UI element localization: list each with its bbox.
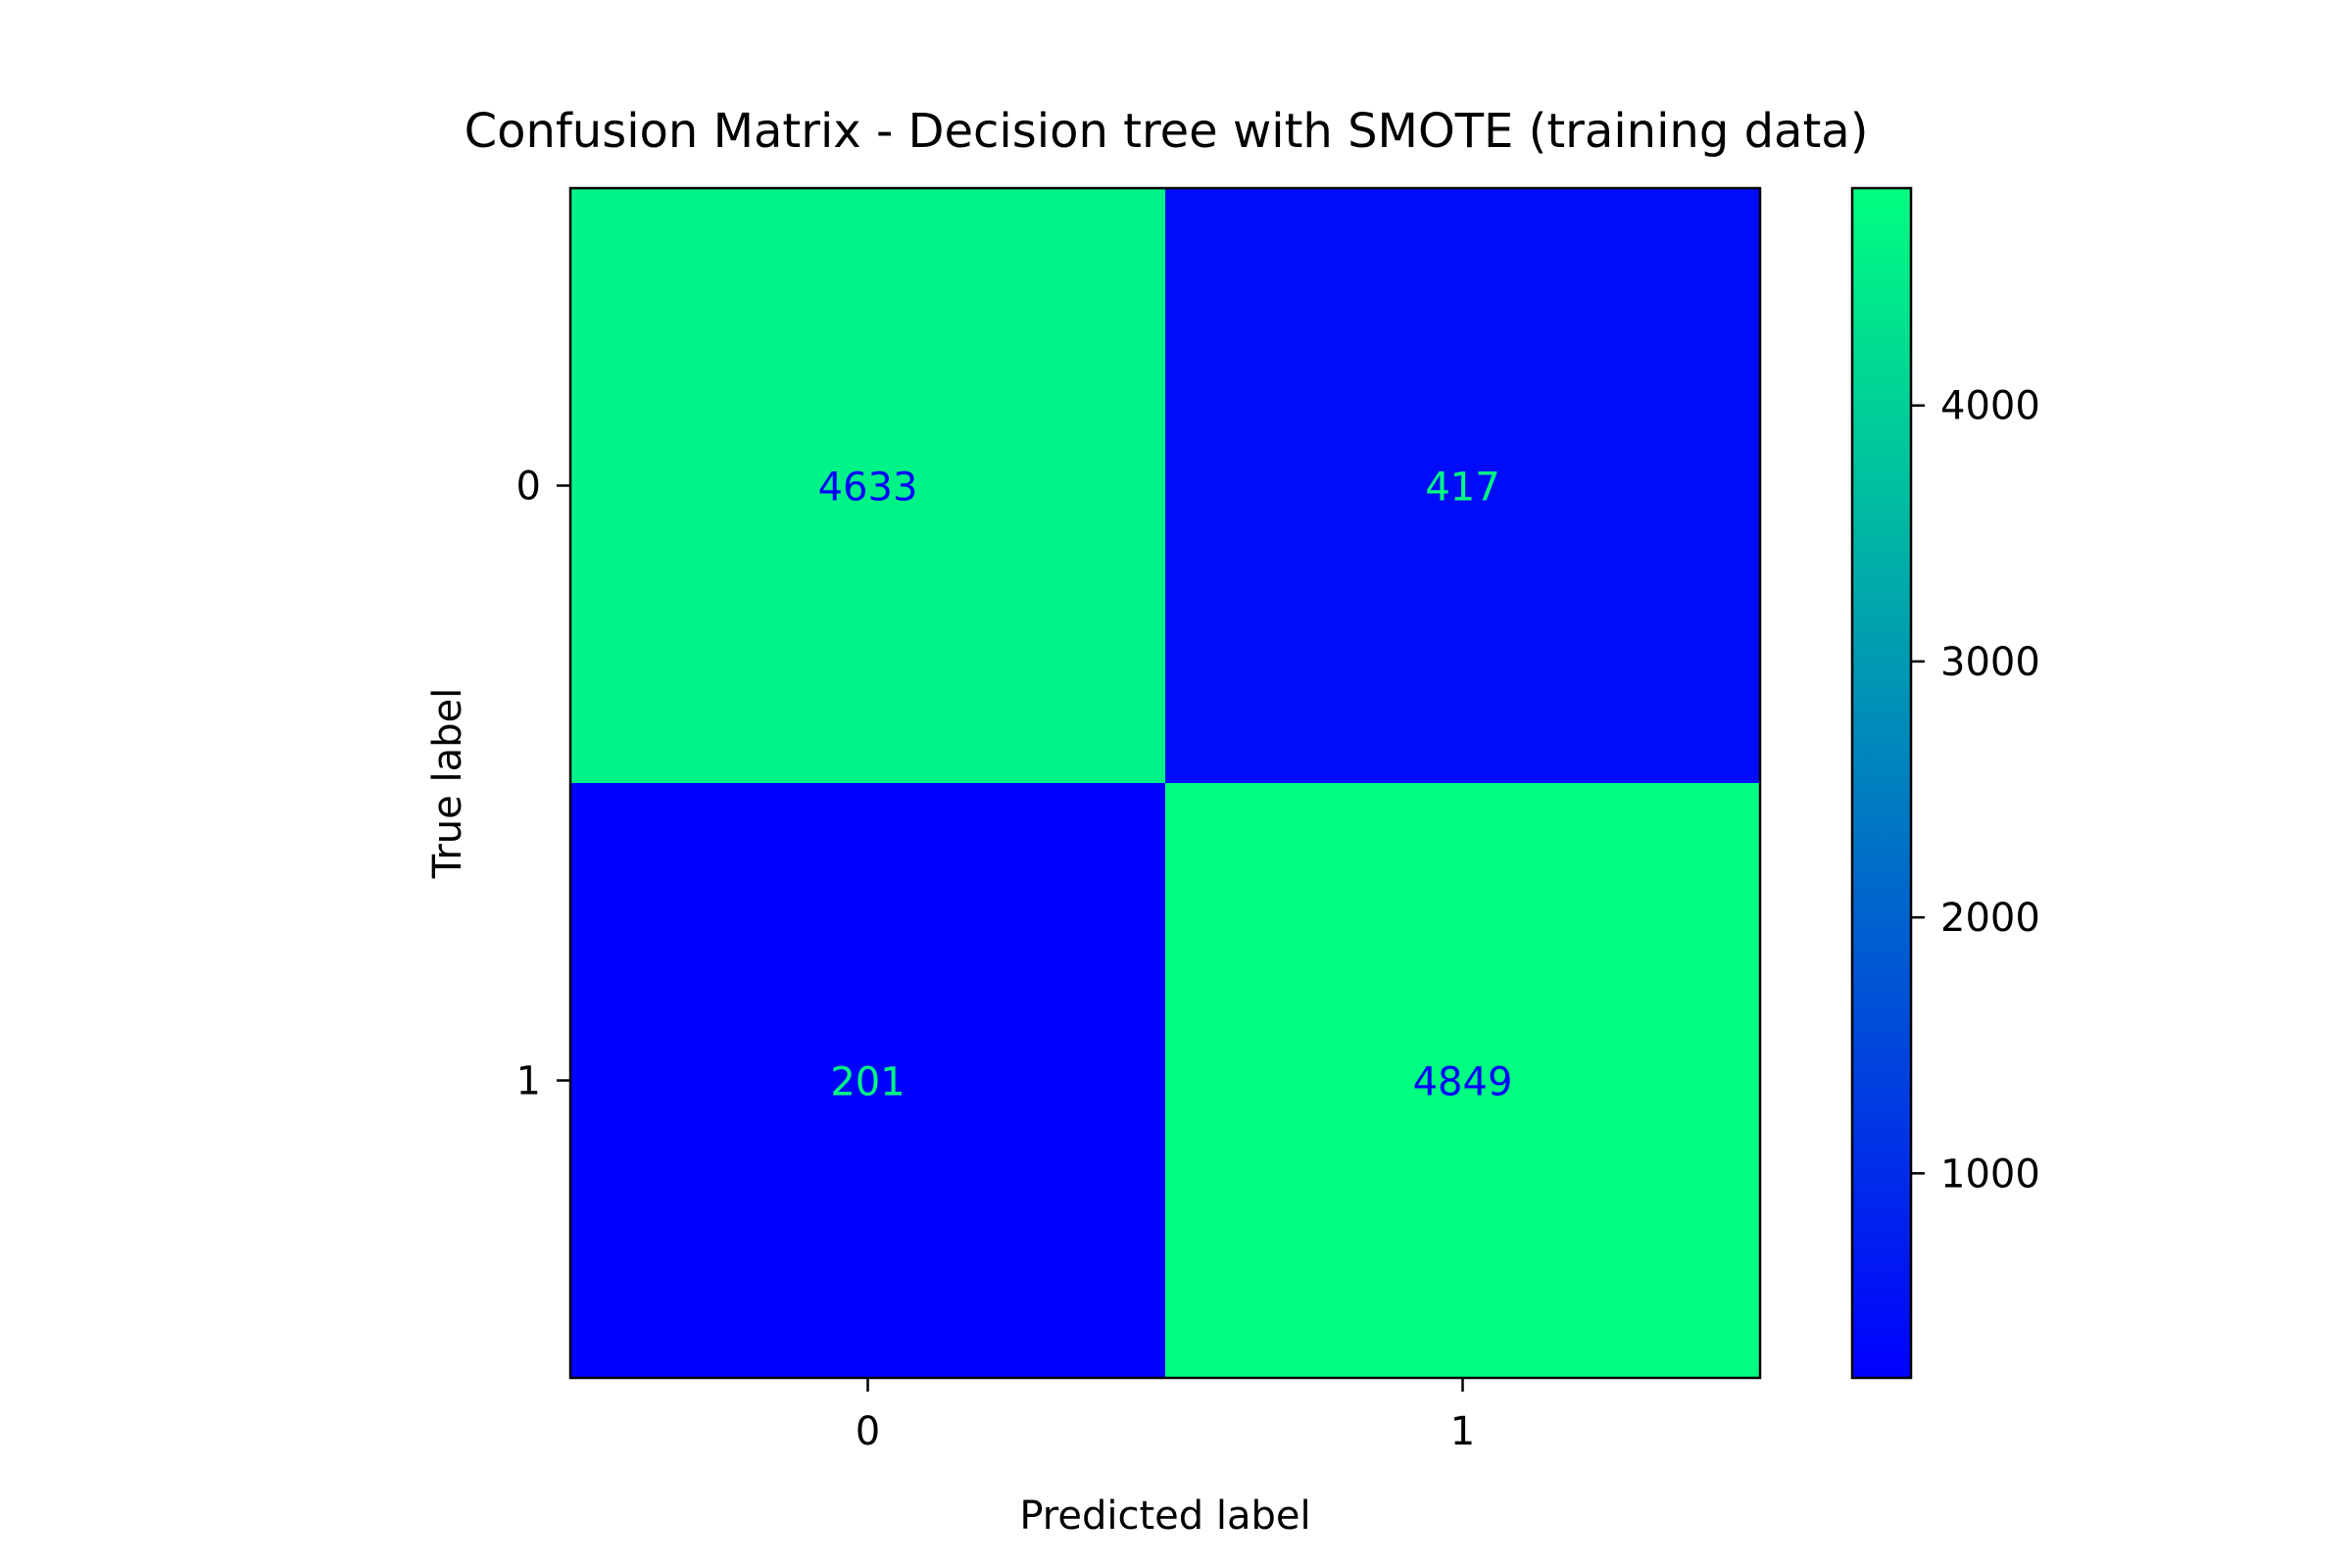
colorbar-tick-label: 2000 — [1940, 896, 2040, 941]
heatmap-cell — [570, 188, 1165, 783]
heatmap-cell — [570, 783, 1165, 1378]
cell-value-label: 4633 — [818, 466, 918, 511]
cell-value-label: 4849 — [1413, 1060, 1513, 1105]
y-axis-ticks: 01 — [516, 465, 570, 1104]
colorbar-tick-label: 4000 — [1940, 384, 2040, 429]
colorbar-tick-label: 3000 — [1940, 640, 2040, 685]
heatmap-cell — [1165, 188, 1760, 783]
y-tick-label: 0 — [516, 465, 541, 510]
plot-frame — [568, 186, 1762, 1380]
x-tick-label: 1 — [1450, 1409, 1475, 1454]
y-axis-label: True label — [425, 688, 470, 879]
heatmap-cell — [1165, 783, 1760, 1378]
heatmap-cells: 4633 417 201 4849 — [570, 188, 1760, 1378]
colorbar-tick-label: 1000 — [1940, 1152, 2040, 1197]
chart-title: Confusion Matrix - Decision tree with SM… — [465, 104, 1869, 159]
colorbar-ticks: 1000 2000 3000 4000 — [1911, 384, 2040, 1197]
cell-value-label: 201 — [830, 1060, 905, 1105]
x-tick-label: 0 — [856, 1409, 880, 1454]
colorbar — [1850, 186, 1913, 1380]
x-axis-label: Predicted label — [1019, 1494, 1310, 1539]
y-tick-label: 1 — [516, 1059, 541, 1104]
cell-value-label: 417 — [1425, 466, 1499, 511]
